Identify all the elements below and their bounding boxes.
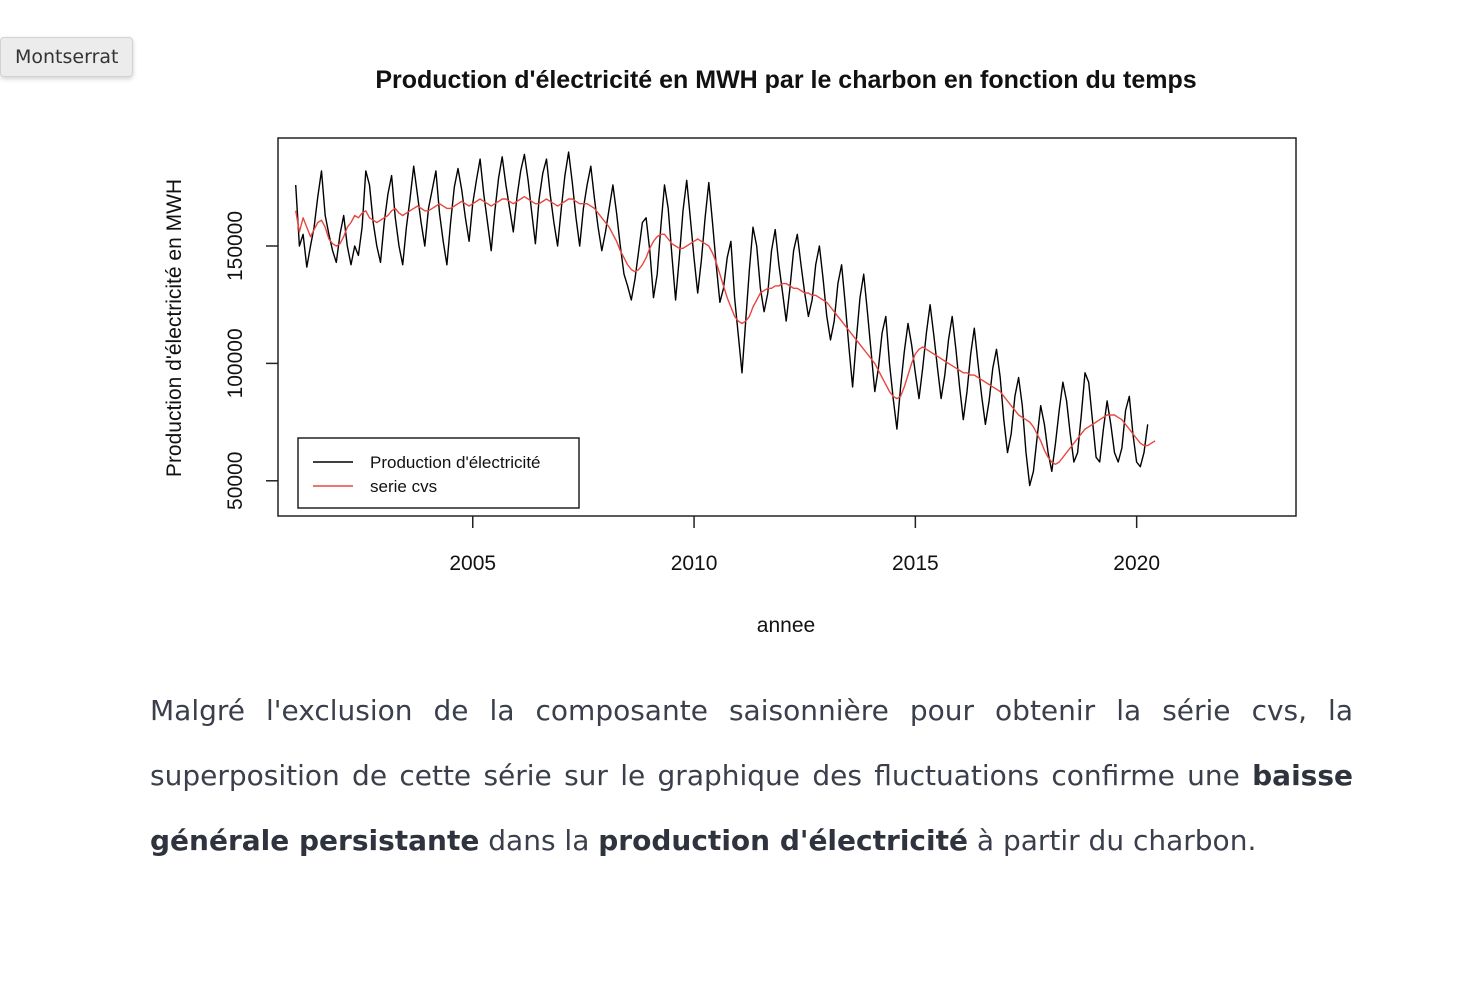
caption-text-2: dans la <box>479 824 599 857</box>
y-tick-label-50000: 50000 <box>224 452 247 510</box>
caption-text-1: Malgré l'exclusion de la composante sais… <box>150 694 1353 792</box>
x-tick-label-2015: 2015 <box>892 552 939 575</box>
legend: Production d'électricité serie cvs <box>297 437 580 509</box>
font-selector-label: Montserrat <box>15 46 119 68</box>
y-tick-label-100000: 100000 <box>224 328 247 398</box>
legend-label-production: Production d'électricité <box>370 453 541 472</box>
x-tick-label-2005: 2005 <box>449 552 496 575</box>
y-tick-label-150000: 150000 <box>224 211 247 281</box>
series-production-line <box>295 151 1149 487</box>
caption-bold-production: production d'électricité <box>598 824 968 857</box>
series-cvs-line <box>295 195 1156 465</box>
legend-label-serie-cvs: serie cvs <box>370 477 437 496</box>
x-tick-label-2010: 2010 <box>671 552 718 575</box>
caption-bold-baisse: baisse générale persistante <box>150 759 1353 857</box>
chart-title: Production d'électricité en MWH par le c… <box>375 66 1196 94</box>
caption-text-3: à partir du charbon. <box>967 824 1257 857</box>
line-chart: Production d'électricité en MWH par le c… <box>163 66 1297 637</box>
plot-frame <box>277 137 1297 517</box>
y-axis-label: Production d'électricité en MWH <box>163 179 186 477</box>
x-axis: 2005 2010 2015 2020 <box>449 516 1160 575</box>
series-layer <box>295 151 1156 487</box>
legend-box <box>297 437 580 509</box>
x-tick-label-2020: 2020 <box>1113 552 1160 575</box>
chart-figure: Production d'électricité en MWH par le c… <box>163 66 1297 637</box>
y-axis: 50000 100000 150000 <box>224 211 278 510</box>
font-selector-chip[interactable]: Montserrat <box>0 37 134 77</box>
x-axis-label: annee <box>757 614 815 637</box>
analysis-paragraph: Malgré l'exclusion de la composante sais… <box>150 678 1353 873</box>
